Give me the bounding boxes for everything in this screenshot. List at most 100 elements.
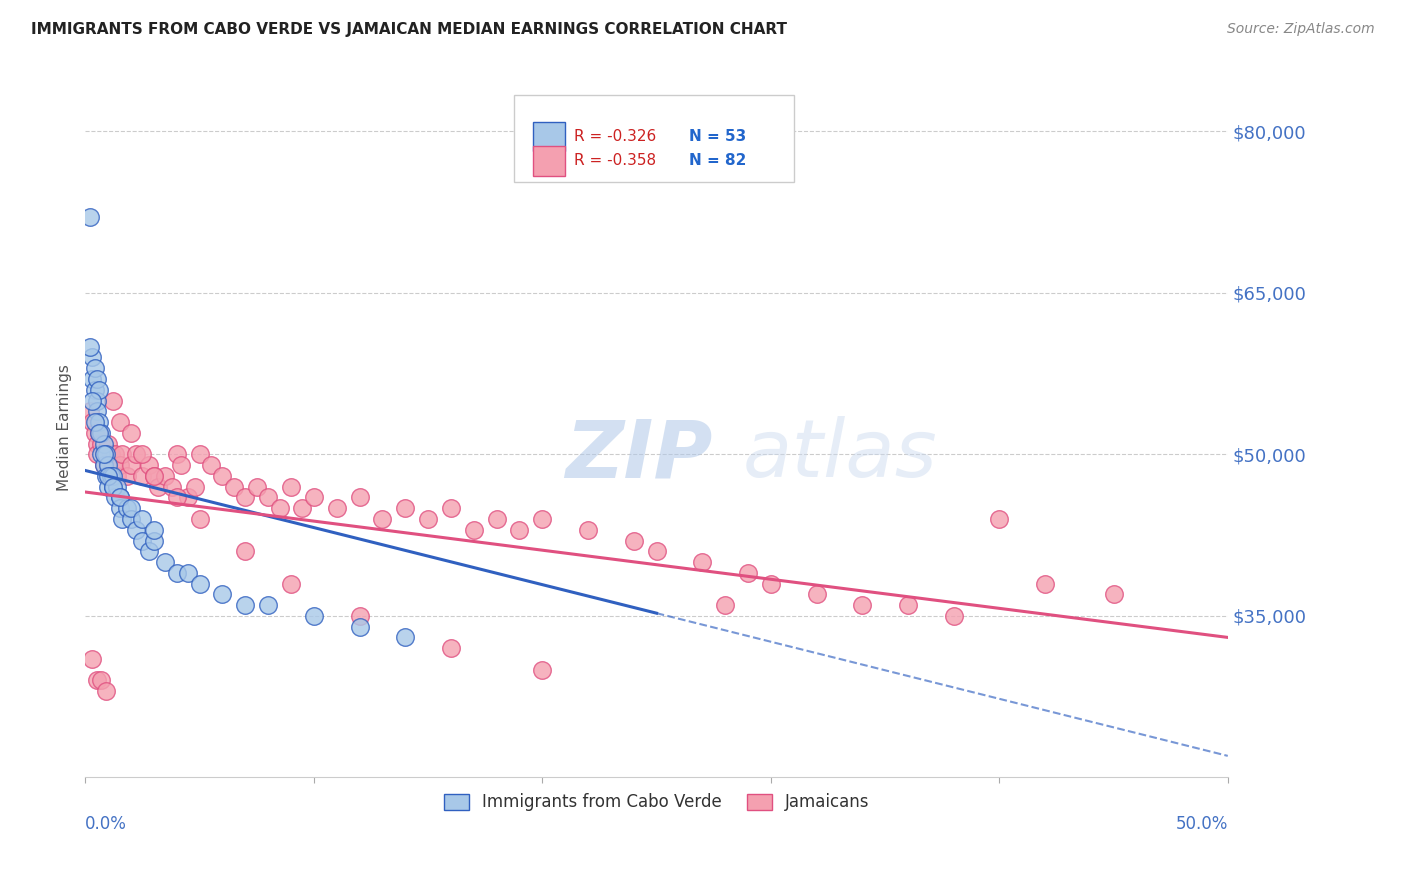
Point [111, 447, 134, 461]
Point [120, 501, 142, 516]
Point [851, 598, 873, 612]
Point [166, 447, 188, 461]
Point [131, 512, 153, 526]
Point [97, 458, 120, 472]
Point [105, 469, 128, 483]
Point [349, 491, 371, 505]
Point [200, 458, 222, 472]
Point [1102, 587, 1125, 601]
Point [246, 480, 269, 494]
Point [325, 501, 347, 516]
Point [690, 555, 713, 569]
Text: 0.0%: 0.0% [86, 815, 128, 833]
Point [131, 447, 153, 461]
Point [82, 415, 104, 429]
Point [100, 447, 122, 461]
Point [233, 598, 256, 612]
Point [87, 383, 110, 397]
Point [166, 491, 188, 505]
Point [120, 425, 142, 440]
Point [82, 351, 104, 365]
Point [86, 673, 108, 688]
Point [120, 458, 142, 472]
Point [101, 480, 124, 494]
Point [94, 447, 117, 461]
Point [349, 608, 371, 623]
Point [79, 211, 101, 225]
Point [291, 501, 314, 516]
Point [142, 533, 165, 548]
Point [101, 480, 124, 494]
Point [170, 458, 193, 472]
Point [97, 480, 120, 494]
Point [138, 544, 160, 558]
Point [222, 480, 245, 494]
Point [897, 598, 920, 612]
Point [86, 447, 108, 461]
Point [942, 608, 965, 623]
Point [124, 447, 146, 461]
Text: ZIP: ZIP [565, 417, 713, 494]
Point [104, 491, 127, 505]
Point [93, 447, 115, 461]
Point [1033, 576, 1056, 591]
Point [233, 544, 256, 558]
Point [177, 566, 200, 580]
Point [79, 404, 101, 418]
Text: N = 82: N = 82 [689, 153, 747, 169]
Point [714, 598, 737, 612]
Point [111, 512, 134, 526]
Point [806, 587, 828, 601]
Point [257, 491, 280, 505]
Point [115, 501, 138, 516]
Point [82, 393, 104, 408]
Point [83, 425, 105, 440]
Point [211, 469, 233, 483]
Point [155, 555, 177, 569]
Point [82, 372, 104, 386]
Point [188, 512, 211, 526]
Point [463, 523, 485, 537]
Point [101, 469, 124, 483]
Point [142, 523, 165, 537]
Point [124, 523, 146, 537]
Point [86, 404, 108, 418]
Point [257, 598, 280, 612]
Point [93, 436, 115, 450]
Point [160, 480, 183, 494]
Point [394, 631, 416, 645]
Point [105, 480, 128, 494]
Text: IMMIGRANTS FROM CABO VERDE VS JAMAICAN MEDIAN EARNINGS CORRELATION CHART: IMMIGRANTS FROM CABO VERDE VS JAMAICAN M… [31, 22, 787, 37]
Point [94, 469, 117, 483]
Point [142, 469, 165, 483]
Point [86, 372, 108, 386]
Point [108, 491, 131, 505]
Text: atlas: atlas [742, 417, 936, 494]
Point [97, 458, 120, 472]
Text: Source: ZipAtlas.com: Source: ZipAtlas.com [1227, 22, 1375, 37]
Point [166, 566, 188, 580]
Point [104, 447, 127, 461]
Point [138, 458, 160, 472]
Point [302, 491, 325, 505]
Point [349, 620, 371, 634]
Point [108, 458, 131, 472]
Point [576, 523, 599, 537]
Point [108, 491, 131, 505]
Point [83, 415, 105, 429]
Point [108, 415, 131, 429]
Point [82, 652, 104, 666]
Point [83, 361, 105, 376]
Point [531, 512, 554, 526]
Legend: Immigrants from Cabo Verde, Jamaicans: Immigrants from Cabo Verde, Jamaicans [437, 787, 876, 818]
Bar [533, 146, 565, 176]
Point [86, 436, 108, 450]
Point [79, 340, 101, 354]
Point [440, 641, 463, 656]
Point [148, 480, 170, 494]
Point [737, 566, 759, 580]
Point [93, 447, 115, 461]
Point [645, 544, 668, 558]
Point [269, 501, 291, 516]
Point [90, 447, 112, 461]
